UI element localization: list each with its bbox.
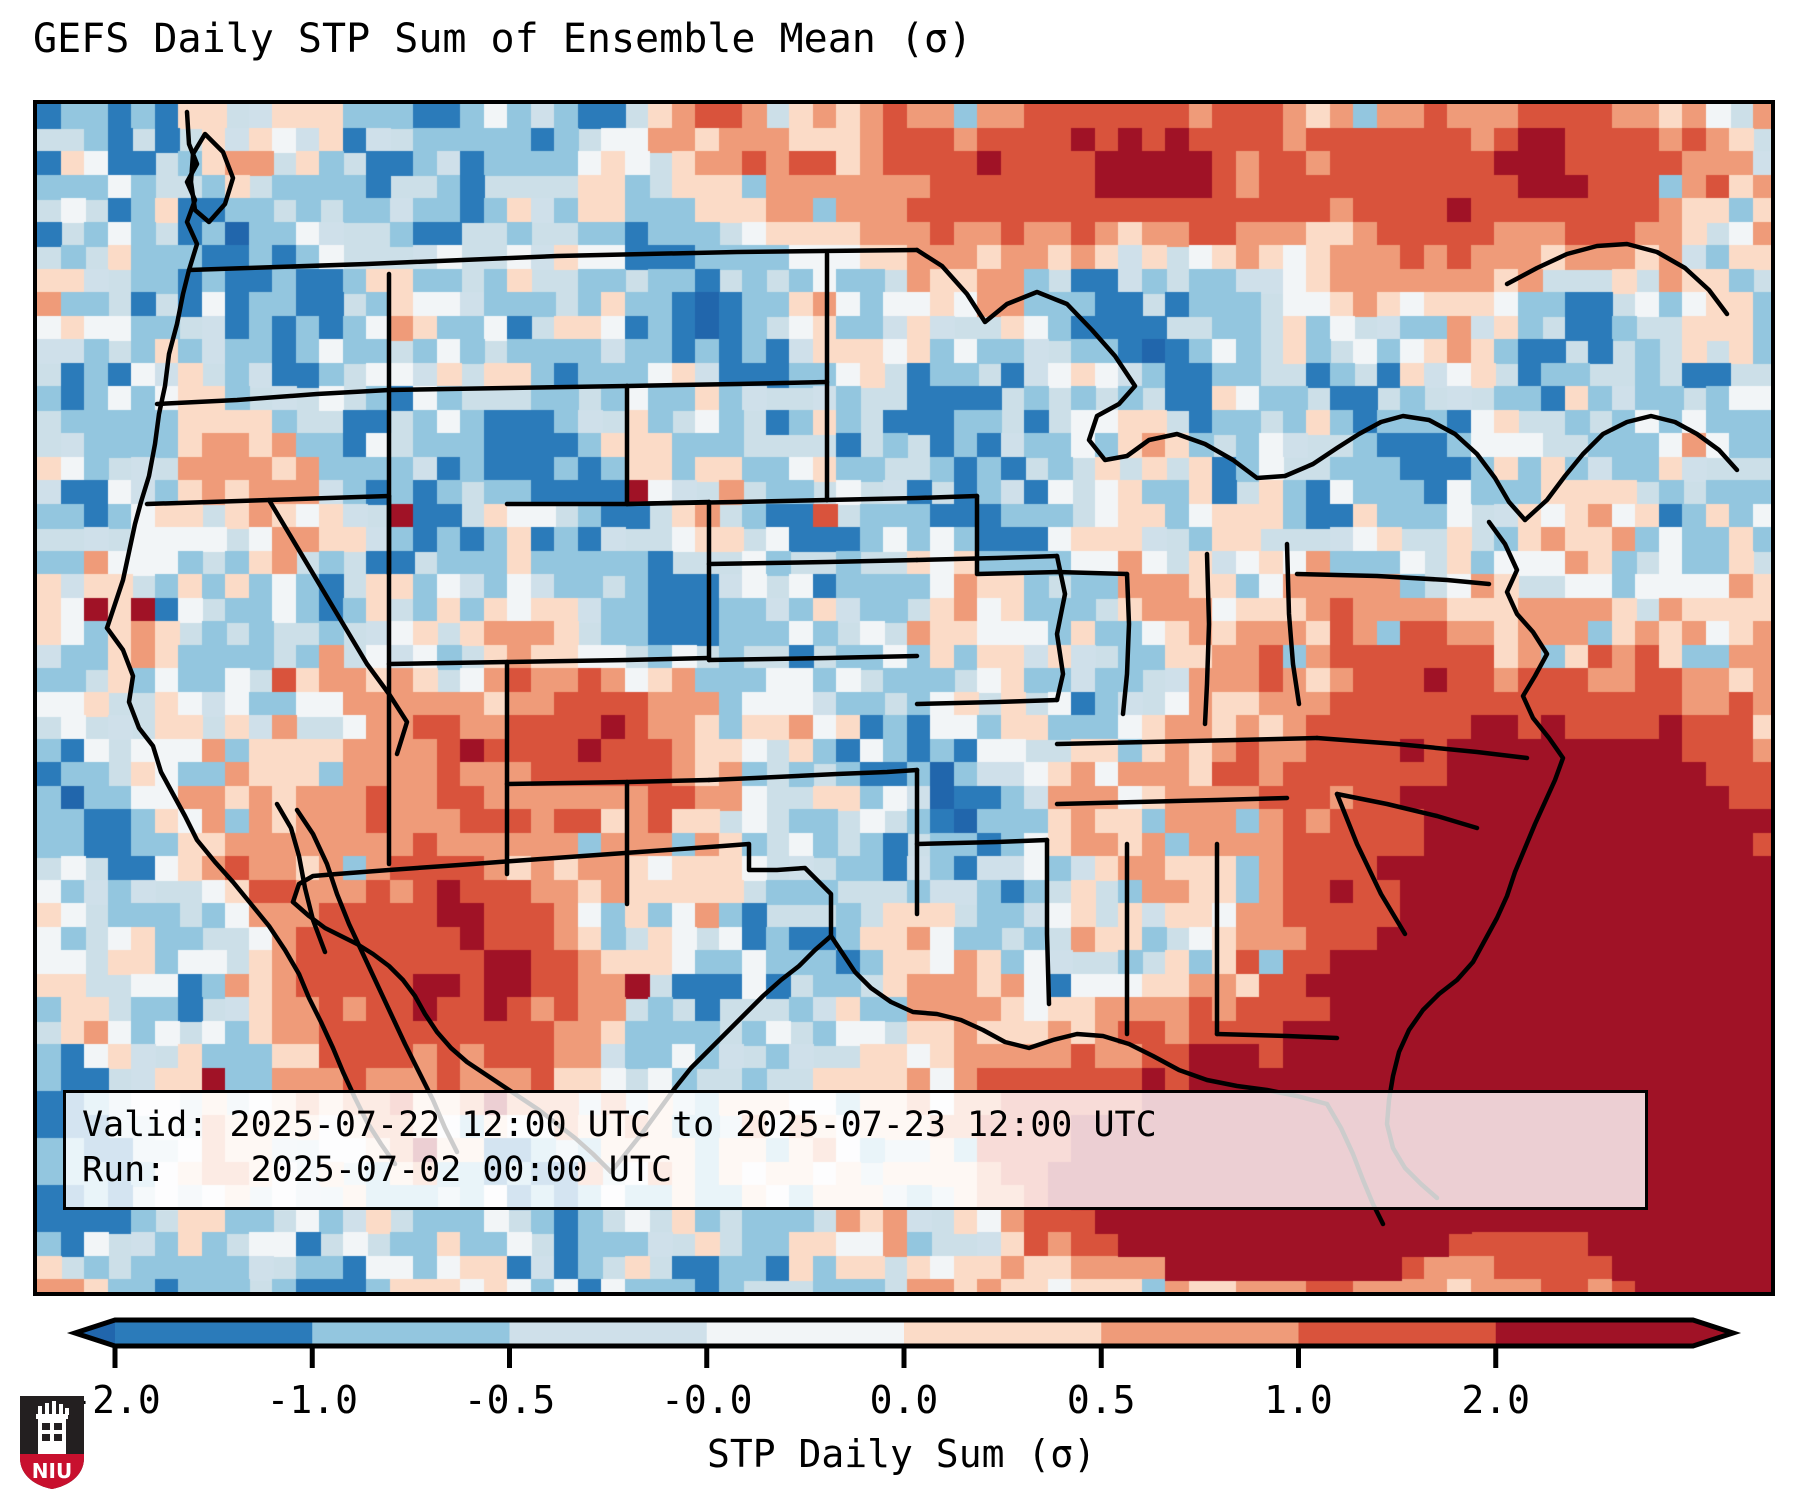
page-title: GEFS Daily STP Sum of Ensemble Mean (σ) <box>33 16 973 62</box>
colorbar-tick-label-5: 0.5 <box>1066 1378 1136 1422</box>
colorbar-extend-arrows <box>66 1317 1742 1349</box>
colorbar-segment-1 <box>312 1320 511 1346</box>
colorbar-tick-labels: -2.0 -1.0 -0.5 -0.0 0.0 0.5 1.0 2.0 <box>0 1378 1803 1426</box>
colorbar-tick-label-0: -2.0 <box>69 1378 161 1422</box>
border-sc-ga <box>1334 791 1408 937</box>
colorbar-tick-label-7: 2.0 <box>1461 1378 1531 1422</box>
colorbar-axis-label: STP Daily Sum (σ) <box>707 1432 1096 1476</box>
border-in-oh <box>1202 551 1212 727</box>
border-nm-tx <box>504 777 712 787</box>
coastline-california <box>104 625 398 1167</box>
border-mn-ia <box>824 493 980 503</box>
colorbar-segment-0 <box>115 1320 313 1346</box>
border-mt-wy <box>386 383 630 393</box>
border-ks-ok <box>706 653 920 663</box>
colorbar-tick-label-2: -0.5 <box>463 1378 556 1422</box>
colorbar-tick-label-4: 0.0 <box>869 1378 939 1422</box>
niu-logo: NIU <box>20 1396 84 1489</box>
colorbar-segment-3 <box>706 1320 905 1346</box>
border-pa-ny <box>1294 571 1492 587</box>
border-ne-ks <box>706 557 920 567</box>
colorbar-segment-4 <box>904 1320 1102 1346</box>
coastline-maine <box>1504 241 1730 317</box>
coastline-northeast <box>1522 413 1740 523</box>
coastline-sonora <box>274 801 328 955</box>
colorbar-tick-label-6: 1.0 <box>1264 1378 1333 1422</box>
border-ky-tn <box>1054 735 1320 747</box>
border-ok-tx <box>706 767 920 783</box>
run-time-line: Run: 2025-07-02 00:00 UTC <box>82 1150 673 1191</box>
border-ca-nv <box>266 497 410 757</box>
border-us-canada-west <box>186 247 920 273</box>
colorbar-segment-5 <box>1101 1320 1300 1346</box>
border-ia-mo <box>914 553 1060 563</box>
border-us-mexico-west <box>290 841 834 939</box>
niu-logo-text: NIU <box>32 1459 72 1483</box>
colorbar-ticks <box>112 1346 1499 1368</box>
border-va-nc <box>1314 735 1530 761</box>
border-mo-il <box>1054 553 1068 703</box>
valid-time-line: Valid: 2025-07-22 12:00 UTC to 2025-07-2… <box>82 1105 1157 1146</box>
border-mo-ar <box>914 697 1060 707</box>
colorbar-segment-2 <box>509 1320 708 1346</box>
colorbar-segment-6 <box>1298 1320 1497 1346</box>
border-ar-la <box>914 837 1050 847</box>
border-wi-il <box>974 493 1130 577</box>
border-ut-az-nm-co <box>386 655 712 667</box>
colorbar-tick-label-1: -1.0 <box>266 1378 359 1422</box>
border-nc-sc <box>1334 791 1480 831</box>
coastline-vancouver-island <box>188 131 236 225</box>
border-oh-wv-pa <box>1284 541 1302 707</box>
colorbar-svg <box>66 1317 1742 1368</box>
coastline-pacific-nw <box>104 109 200 631</box>
border-us-canada-great-lakes <box>914 247 1528 523</box>
border-il-in <box>1120 571 1132 717</box>
border-la-ms <box>1044 837 1052 1007</box>
border-wa-or <box>154 387 392 407</box>
colorbar-under-arrow <box>75 1320 115 1346</box>
colorbar-segment-7 <box>1495 1320 1694 1346</box>
border-ga-fl <box>1214 1031 1340 1041</box>
colorbar-over-arrow <box>1693 1320 1733 1346</box>
coastline-gulf <box>828 933 1330 1107</box>
map-panel: Valid: 2025-07-22 12:00 UTC to 2025-07-2… <box>33 100 1775 1296</box>
colorbar-tick-label-3: -0.0 <box>660 1378 753 1422</box>
annotation-box: Valid: 2025-07-22 12:00 UTC to 2025-07-2… <box>63 1090 1648 1210</box>
colorbar <box>33 1312 1775 1372</box>
colorbar-outline <box>66 1317 1742 1349</box>
border-sd-ne <box>624 497 830 507</box>
colorbar-segments <box>115 1320 1694 1346</box>
border-nd-sd <box>624 379 830 389</box>
border-tn-ms-al <box>1054 795 1290 807</box>
